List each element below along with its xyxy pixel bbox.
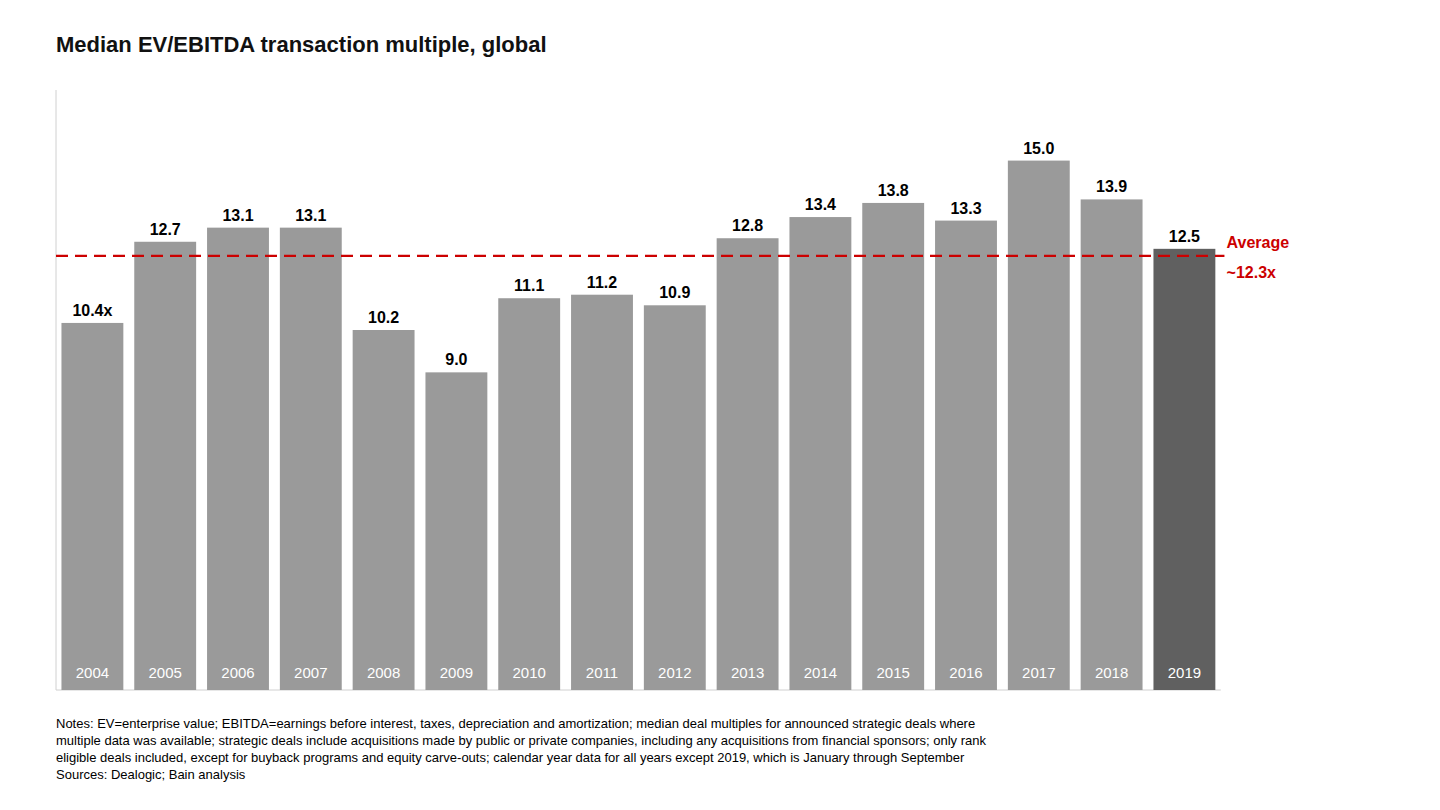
category-label: 2006 xyxy=(221,664,254,681)
note: Notes: EV=enterprise value; EBITDA=earni… xyxy=(56,716,986,782)
data-label: 13.3 xyxy=(950,200,981,217)
bar xyxy=(862,203,924,690)
bar xyxy=(134,242,196,690)
bar xyxy=(935,221,997,690)
plot-area xyxy=(56,161,1224,690)
data-label: 12.8 xyxy=(732,217,763,234)
category-label: 2012 xyxy=(658,664,691,681)
bar xyxy=(498,298,560,690)
category-label: 2016 xyxy=(949,664,982,681)
category-label: 2014 xyxy=(804,664,837,681)
category-label: 2013 xyxy=(731,664,764,681)
category-label: 2011 xyxy=(586,664,618,681)
bar xyxy=(425,372,487,690)
data-label: 12.7 xyxy=(150,221,181,238)
bar xyxy=(353,330,415,690)
data-label: 13.1 xyxy=(295,207,326,224)
average-label: Average xyxy=(1227,234,1290,251)
data-label: 13.8 xyxy=(878,182,909,199)
bar xyxy=(1081,199,1143,690)
bar xyxy=(789,217,851,690)
bar xyxy=(717,238,779,690)
title: Median EV/EBITDA transaction multiple, g… xyxy=(56,32,547,57)
data-label: 10.9 xyxy=(659,284,690,301)
data-label: 12.5 xyxy=(1169,228,1200,245)
bar xyxy=(61,323,123,690)
category-label: 2004 xyxy=(76,664,109,681)
category-label: 2010 xyxy=(513,664,546,681)
y-axis-line xyxy=(56,90,57,690)
labels: 10.4x 2004 12.7 2005 13.1 2006 13.1 2007 10.2 200… xyxy=(72,140,1289,681)
data-label: 11.2 xyxy=(587,274,617,291)
chart: Median EV/EBITDA transaction multiple, g… xyxy=(0,0,1440,810)
data-label: 9.0 xyxy=(445,351,467,368)
data-label: 11.1 xyxy=(514,277,544,294)
data-label: 13.4 xyxy=(805,196,836,213)
category-label: 2008 xyxy=(367,664,400,681)
bar xyxy=(644,305,706,690)
category-label: 2005 xyxy=(149,664,182,681)
data-label: 13.1 xyxy=(222,207,253,224)
category-label: 2009 xyxy=(440,664,473,681)
bar xyxy=(1008,161,1070,690)
category-label: 2018 xyxy=(1095,664,1128,681)
category-label: 2007 xyxy=(294,664,327,681)
data-label: 10.2 xyxy=(368,309,399,326)
category-label: 2015 xyxy=(877,664,910,681)
data-label: 15.0 xyxy=(1023,140,1054,157)
bar xyxy=(207,228,269,690)
category-label: 2017 xyxy=(1022,664,1055,681)
data-label: 13.9 xyxy=(1096,178,1127,195)
bar xyxy=(280,228,342,690)
bar xyxy=(571,295,633,690)
average-line xyxy=(56,255,1224,257)
average-label: ~12.3x xyxy=(1227,264,1276,281)
bar xyxy=(1153,249,1215,690)
category-label: 2019 xyxy=(1168,664,1201,681)
data-label: 10.4x xyxy=(72,302,112,319)
